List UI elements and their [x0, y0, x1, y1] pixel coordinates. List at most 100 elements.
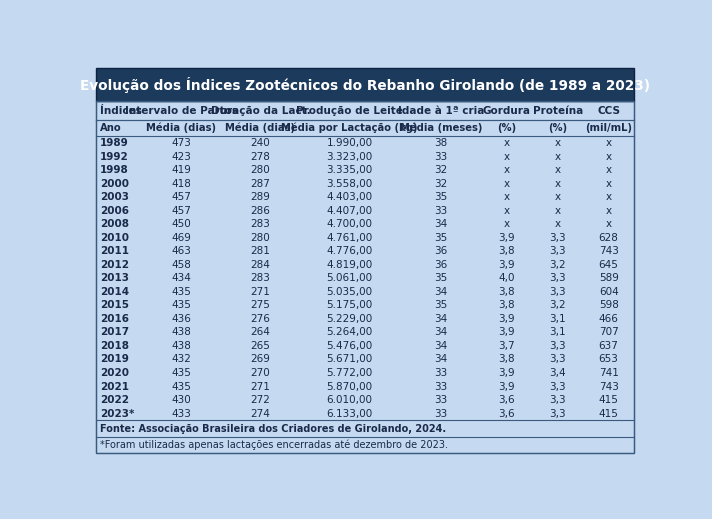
Text: x: x [555, 192, 560, 202]
Text: 3,3: 3,3 [550, 246, 566, 256]
Text: x: x [503, 179, 510, 188]
Text: 589: 589 [599, 274, 619, 283]
Text: x: x [555, 165, 560, 175]
Text: 5.671,00: 5.671,00 [326, 354, 372, 364]
Text: 2023*: 2023* [100, 408, 135, 419]
Text: 286: 286 [251, 206, 271, 215]
Text: Idade à 1ª cria: Idade à 1ª cria [398, 106, 484, 116]
Text: 6.010,00: 6.010,00 [327, 395, 372, 405]
Text: 450: 450 [172, 219, 192, 229]
Text: 469: 469 [172, 233, 192, 243]
Text: Índices: Índices [100, 106, 142, 116]
Text: 2006: 2006 [100, 206, 129, 215]
Text: Produção de Leite: Produção de Leite [296, 106, 403, 116]
Text: 272: 272 [251, 395, 271, 405]
Text: 5.229,00: 5.229,00 [326, 314, 372, 324]
Text: x: x [503, 206, 510, 215]
Text: 432: 432 [172, 354, 192, 364]
Text: 283: 283 [251, 274, 271, 283]
Text: 3,9: 3,9 [498, 260, 515, 270]
Text: 33: 33 [434, 408, 448, 419]
Text: 2012: 2012 [100, 260, 129, 270]
Text: x: x [555, 138, 560, 148]
Text: Gordura: Gordura [483, 106, 530, 116]
Text: 35: 35 [434, 192, 448, 202]
Text: 1998: 1998 [100, 165, 129, 175]
Text: 4.819,00: 4.819,00 [326, 260, 372, 270]
Text: 32: 32 [434, 165, 448, 175]
Text: 415: 415 [599, 395, 619, 405]
Text: 35: 35 [434, 233, 448, 243]
Text: 1989: 1989 [100, 138, 129, 148]
Text: 458: 458 [172, 260, 192, 270]
Text: 4,0: 4,0 [498, 274, 515, 283]
Text: Média (dias): Média (dias) [147, 123, 216, 133]
Text: x: x [503, 192, 510, 202]
Text: 423: 423 [172, 152, 192, 161]
Text: 741: 741 [599, 368, 619, 378]
Text: Média (meses): Média (meses) [400, 123, 482, 133]
Text: 645: 645 [599, 260, 619, 270]
Text: 269: 269 [251, 354, 271, 364]
Text: 34: 34 [434, 341, 448, 351]
Text: 2020: 2020 [100, 368, 129, 378]
Text: 4.761,00: 4.761,00 [326, 233, 372, 243]
Text: 434: 434 [172, 274, 192, 283]
Text: 34: 34 [434, 219, 448, 229]
Text: Ano: Ano [100, 123, 122, 133]
Text: 2014: 2014 [100, 287, 129, 297]
Text: x: x [606, 206, 612, 215]
Text: 271: 271 [251, 287, 271, 297]
Text: 33: 33 [434, 368, 448, 378]
Text: 3,3: 3,3 [550, 354, 566, 364]
Text: 281: 281 [251, 246, 271, 256]
Text: x: x [606, 192, 612, 202]
Text: Proteína: Proteína [533, 106, 582, 116]
Text: 271: 271 [251, 381, 271, 391]
Text: 3,8: 3,8 [498, 354, 515, 364]
Text: 275: 275 [251, 301, 271, 310]
Text: 276: 276 [251, 314, 271, 324]
Text: x: x [555, 152, 560, 161]
Text: 653: 653 [599, 354, 619, 364]
Text: (%): (%) [548, 123, 567, 133]
Text: 3,8: 3,8 [498, 301, 515, 310]
Text: 435: 435 [172, 287, 192, 297]
Text: 1992: 1992 [100, 152, 129, 161]
Text: 438: 438 [172, 327, 192, 337]
Text: 3,6: 3,6 [498, 395, 515, 405]
Text: x: x [606, 152, 612, 161]
Text: 598: 598 [599, 301, 619, 310]
Text: x: x [503, 152, 510, 161]
Text: 5.476,00: 5.476,00 [326, 341, 372, 351]
Text: 34: 34 [434, 287, 448, 297]
Text: x: x [606, 165, 612, 175]
Text: 2013: 2013 [100, 274, 129, 283]
Text: 3,6: 3,6 [498, 408, 515, 419]
Text: 2011: 2011 [100, 246, 129, 256]
Text: 457: 457 [172, 192, 192, 202]
Text: 435: 435 [172, 368, 192, 378]
Text: 265: 265 [251, 341, 271, 351]
Text: 433: 433 [172, 408, 192, 419]
Text: 2022: 2022 [100, 395, 129, 405]
Text: 3,3: 3,3 [550, 274, 566, 283]
Text: 284: 284 [251, 260, 271, 270]
Text: 2017: 2017 [100, 327, 129, 337]
Text: *Foram utilizadas apenas lactações encerradas até dezembro de 2023.: *Foram utilizadas apenas lactações encer… [100, 440, 448, 450]
Text: 36: 36 [434, 246, 448, 256]
Text: 457: 457 [172, 206, 192, 215]
Text: 438: 438 [172, 341, 192, 351]
Text: 3,7: 3,7 [498, 341, 515, 351]
Text: 436: 436 [172, 314, 192, 324]
Text: 4.700,00: 4.700,00 [327, 219, 372, 229]
Text: 38: 38 [434, 138, 448, 148]
Text: 6.133,00: 6.133,00 [326, 408, 372, 419]
Text: 3,1: 3,1 [550, 314, 566, 324]
Text: x: x [555, 206, 560, 215]
Text: 5.175,00: 5.175,00 [326, 301, 372, 310]
Text: 33: 33 [434, 152, 448, 161]
Text: x: x [555, 219, 560, 229]
Text: 3,9: 3,9 [498, 327, 515, 337]
Text: x: x [503, 165, 510, 175]
